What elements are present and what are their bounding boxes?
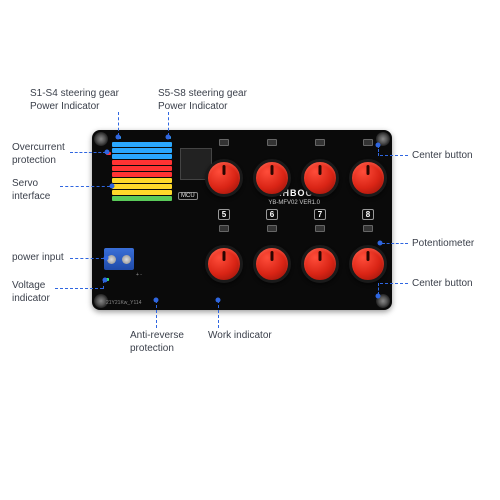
pin-row bbox=[112, 142, 172, 147]
lead bbox=[103, 280, 104, 289]
label-center-top: Center button bbox=[412, 150, 473, 163]
center-button bbox=[267, 139, 277, 146]
potentiometer-knob bbox=[205, 159, 243, 197]
servo-header bbox=[112, 142, 172, 204]
potentiometer-knob bbox=[205, 245, 243, 283]
mount-hole bbox=[94, 132, 108, 146]
lead bbox=[70, 258, 104, 259]
center-button bbox=[219, 139, 229, 146]
lead bbox=[55, 288, 103, 289]
knob-number: 8 bbox=[362, 209, 374, 220]
potentiometer-knob bbox=[301, 245, 339, 283]
pin-row bbox=[112, 178, 172, 183]
pin-row bbox=[112, 190, 172, 195]
lead bbox=[380, 155, 408, 156]
lead-dot bbox=[116, 135, 121, 140]
lead bbox=[60, 186, 110, 187]
center-button bbox=[315, 225, 325, 232]
label-overcurrent: Overcurrentprotection bbox=[12, 142, 65, 167]
potentiometer-knob bbox=[349, 245, 387, 283]
label-center-bottom: Center button bbox=[412, 278, 473, 291]
pin-row bbox=[112, 166, 172, 171]
terminal-screw bbox=[107, 255, 116, 264]
label-potentiometer: Potentiometer bbox=[412, 238, 474, 251]
knob-number: 6 bbox=[266, 209, 278, 220]
pcb-board: MCU YAHBOOM YB-MFV02 VER1.0 5678 + - 21Y… bbox=[92, 130, 392, 310]
potentiometer-knob bbox=[253, 245, 291, 283]
potentiometer-knob bbox=[349, 159, 387, 197]
pin-row bbox=[112, 154, 172, 159]
lead-dot bbox=[378, 241, 383, 246]
lead bbox=[156, 300, 157, 328]
lead-dot bbox=[376, 294, 381, 299]
lead bbox=[382, 243, 408, 244]
pin-row bbox=[112, 184, 172, 189]
lead-dot bbox=[110, 184, 115, 189]
lead bbox=[378, 145, 379, 156]
board-silk: 21Y21Kw_Y114 bbox=[106, 300, 142, 306]
lead bbox=[118, 112, 119, 136]
label-power: power input bbox=[12, 252, 64, 265]
lead-dot bbox=[104, 256, 109, 261]
knob-number: 7 bbox=[314, 209, 326, 220]
label-work: Work indicator bbox=[208, 330, 272, 343]
potentiometer-knob bbox=[253, 159, 291, 197]
terminal-screw bbox=[122, 255, 131, 264]
potentiometer-knob bbox=[301, 159, 339, 197]
center-button bbox=[363, 225, 373, 232]
lead bbox=[380, 283, 408, 284]
terminal-sign: + - bbox=[136, 272, 142, 278]
label-antireverse: Anti-reverseprotection bbox=[130, 330, 184, 355]
lead bbox=[168, 112, 169, 136]
label-s1s4: S1-S4 steering gearPower Indicator bbox=[30, 88, 119, 113]
knob-number: 5 bbox=[218, 209, 230, 220]
knob-grid: 5 6 7 8 bbox=[200, 136, 392, 306]
label-s5s8: S5-S8 steering gearPower Indicator bbox=[158, 88, 247, 113]
pin-row bbox=[112, 148, 172, 153]
lead-dot bbox=[216, 298, 221, 303]
label-servo: Servointerface bbox=[12, 178, 50, 203]
lead bbox=[70, 152, 106, 153]
lead-dot bbox=[166, 135, 171, 140]
power-terminal bbox=[104, 248, 134, 270]
center-button bbox=[363, 139, 373, 146]
lead bbox=[218, 300, 219, 328]
pin-row bbox=[112, 196, 172, 201]
center-button bbox=[315, 139, 325, 146]
center-button bbox=[219, 225, 229, 232]
pin-row bbox=[112, 160, 172, 165]
label-voltage: Voltageindicator bbox=[12, 280, 50, 305]
center-button bbox=[267, 225, 277, 232]
pin-row bbox=[112, 172, 172, 177]
mcu-label: MCU bbox=[178, 192, 198, 200]
lead-dot bbox=[105, 150, 110, 155]
lead-dot bbox=[154, 298, 159, 303]
